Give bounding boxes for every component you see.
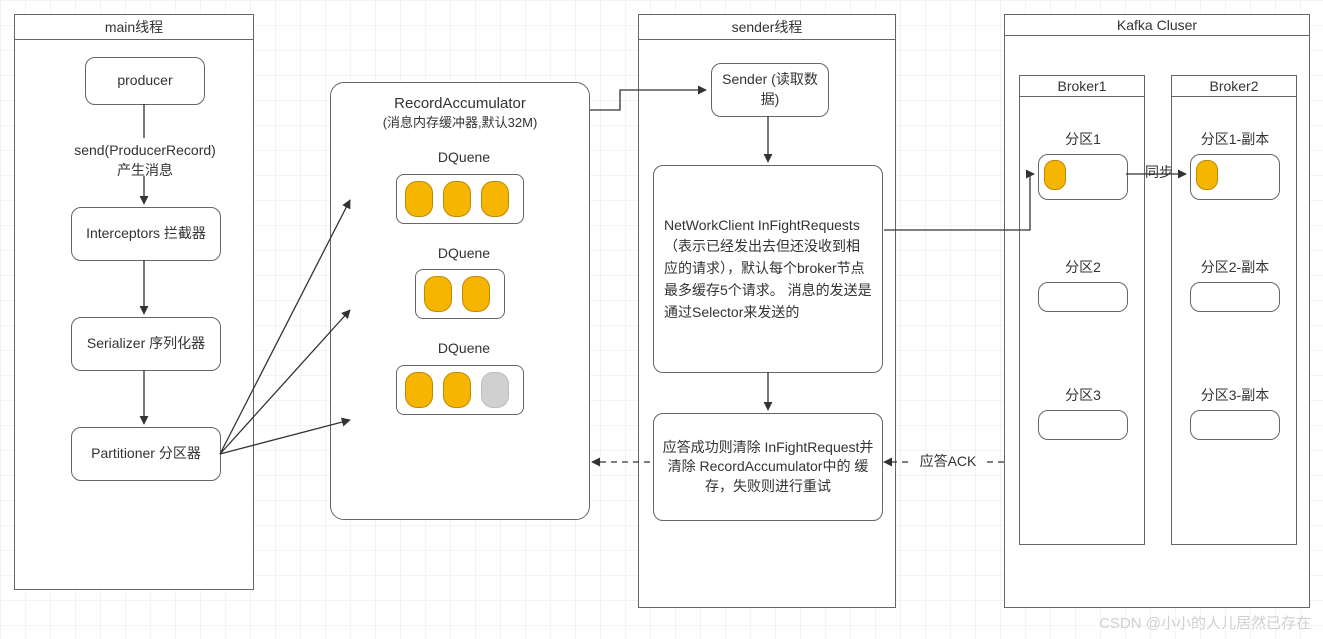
kafka-cluster-title: Kafka Cluser: [1005, 15, 1309, 36]
dqueue-row-1: [396, 174, 524, 224]
producer-label: producer: [117, 71, 172, 91]
interceptors-label: Interceptors 拦截器: [86, 224, 206, 244]
record-pill: [462, 276, 490, 312]
main-thread-box: main线程 producer send(ProducerRecord) 产生消…: [14, 14, 254, 590]
sender-label: Sender (读取数据): [718, 70, 822, 109]
dqueue-row-3: [396, 365, 524, 415]
broker2-p1-box: [1190, 154, 1280, 200]
broker1-title: Broker1: [1020, 76, 1144, 97]
broker1-box: Broker1 分区1 分区2 分区3: [1019, 75, 1145, 545]
record-pill: [1196, 160, 1218, 190]
broker1-p2-label: 分区2: [1020, 258, 1146, 278]
network-client-text: NetWorkClient InFightRequests（表示已经发出去但还没…: [664, 215, 872, 323]
record-pill: [405, 372, 433, 408]
accumulator-subtitle: (消息内存缓冲器,默认32M): [337, 114, 583, 132]
broker1-p1-label: 分区1: [1020, 130, 1146, 150]
record-pill: [481, 181, 509, 217]
broker2-p2-label: 分区2-副本: [1172, 258, 1298, 278]
record-pill: [424, 276, 452, 312]
partitioner-label: Partitioner 分区器: [91, 444, 201, 464]
record-pill: [1044, 160, 1066, 190]
broker2-p3-label: 分区3-副本: [1172, 386, 1298, 406]
dqueue-label-1: DQuene: [345, 148, 583, 168]
sender-node: Sender (读取数据): [711, 63, 829, 117]
kafka-cluster-box: Kafka Cluser Broker1 分区1 分区2 分区3 Broker2…: [1004, 14, 1310, 608]
dqueue-label-2: DQuene: [345, 244, 583, 264]
broker2-p3-box: [1190, 410, 1280, 440]
broker2-title: Broker2: [1172, 76, 1296, 97]
send-label: send(ProducerRecord) 产生消息: [55, 141, 235, 180]
watermark: CSDN @小小的人儿居然已存在: [1099, 612, 1311, 633]
broker2-box: Broker2 分区1-副本 分区2-副本 分区3-副本: [1171, 75, 1297, 545]
ack-label: 应答ACK: [908, 452, 988, 472]
broker2-p1-label: 分区1-副本: [1172, 130, 1298, 150]
sender-thread-box: sender线程 Sender (读取数据) NetWorkClient InF…: [638, 14, 896, 608]
sender-thread-title: sender线程: [639, 15, 895, 40]
record-pill: [443, 181, 471, 217]
accumulator-box: RecordAccumulator (消息内存缓冲器,默认32M) DQuene…: [330, 82, 590, 520]
partitioner-node: Partitioner 分区器: [71, 427, 221, 481]
network-client-node: NetWorkClient InFightRequests（表示已经发出去但还没…: [653, 165, 883, 373]
record-pill-gray: [481, 372, 509, 408]
broker1-p1-box: [1038, 154, 1128, 200]
ack-box-text: 应答成功则清除 InFightRequest并清除 RecordAccumula…: [660, 438, 876, 497]
broker1-p2-box: [1038, 282, 1128, 312]
main-thread-title: main线程: [15, 15, 253, 40]
producer-node: producer: [85, 57, 205, 105]
serializer-node: Serializer 序列化器: [71, 317, 221, 371]
broker2-p2-box: [1190, 282, 1280, 312]
record-pill: [443, 372, 471, 408]
record-pill: [405, 181, 433, 217]
dqueue-label-3: DQuene: [345, 339, 583, 359]
accumulator-title: RecordAccumulator: [337, 93, 583, 114]
dqueue-row-2: [415, 269, 505, 319]
interceptors-node: Interceptors 拦截器: [71, 207, 221, 261]
sync-label: 同步: [1142, 163, 1176, 183]
serializer-label: Serializer 序列化器: [87, 334, 205, 354]
ack-box-node: 应答成功则清除 InFightRequest并清除 RecordAccumula…: [653, 413, 883, 521]
broker1-p3-box: [1038, 410, 1128, 440]
broker1-p3-label: 分区3: [1020, 386, 1146, 406]
